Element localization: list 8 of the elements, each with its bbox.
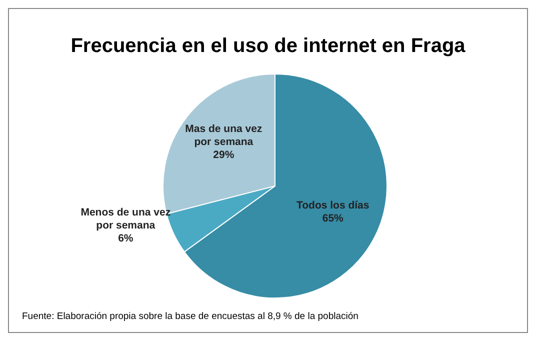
chart-title: Frecuencia en el uso de internet en Fraga: [70, 35, 466, 57]
data-label: 29%: [213, 149, 235, 162]
slice-label: Menos de una vez por semana: [80, 206, 171, 232]
data-label: 6%: [118, 232, 134, 245]
source-note: Fuente: Elaboración propia sobre la base de encuestas al 8,9 % de la población: [22, 311, 358, 322]
data-label: 65%: [322, 212, 344, 224]
slice-label: Mas de una vez por semana: [185, 123, 262, 148]
slice-label: Todos los días: [296, 199, 370, 212]
